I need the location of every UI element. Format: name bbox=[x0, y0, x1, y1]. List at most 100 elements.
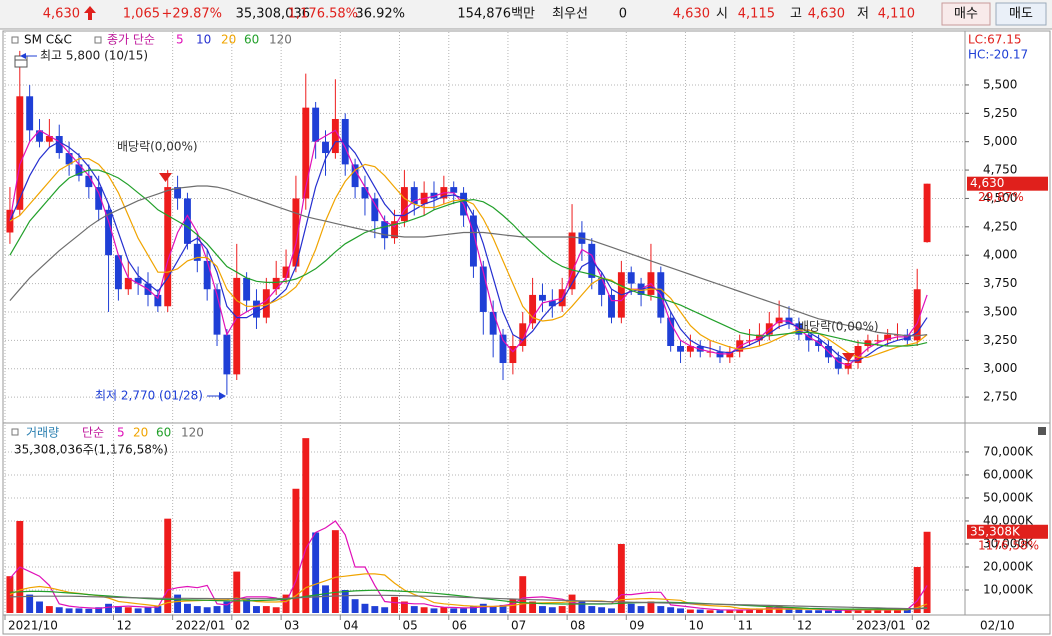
candle-body bbox=[716, 351, 724, 358]
volume-bar bbox=[400, 601, 408, 613]
x-tick-label: 10 bbox=[688, 619, 703, 633]
volume-bar bbox=[391, 596, 398, 613]
volume-bar bbox=[795, 609, 803, 613]
candle-body bbox=[302, 107, 310, 199]
candle-body bbox=[114, 255, 122, 290]
current-value: 4,630 bbox=[970, 176, 1004, 190]
x-tick-label: 2022/01 bbox=[176, 619, 226, 633]
candle-body bbox=[410, 187, 418, 205]
volume-bar bbox=[637, 606, 645, 613]
candle-body bbox=[26, 96, 34, 131]
volume-bar bbox=[450, 608, 458, 613]
volume-legend-name: 거래량 bbox=[26, 426, 59, 440]
candle-body bbox=[509, 345, 517, 364]
price-legend-name: SM C&C bbox=[24, 33, 72, 47]
candle-body bbox=[282, 266, 290, 278]
low-label: 저 bbox=[857, 7, 869, 22]
volume-bar bbox=[361, 603, 369, 613]
candle-body bbox=[923, 183, 931, 243]
volume-bar bbox=[193, 606, 201, 613]
volume-bar bbox=[75, 608, 83, 613]
candle-body bbox=[292, 198, 300, 267]
dividend-marker bbox=[842, 353, 855, 362]
volume-bar bbox=[312, 532, 320, 613]
candle-body bbox=[400, 187, 408, 222]
volume-bar bbox=[233, 571, 241, 613]
high: 4,630 bbox=[808, 7, 845, 22]
volume-bar bbox=[371, 606, 379, 613]
candle-body bbox=[233, 277, 241, 375]
volume-bar bbox=[243, 599, 251, 613]
volume-bar bbox=[805, 610, 813, 613]
candle-body bbox=[105, 209, 112, 256]
volume-bar bbox=[223, 601, 231, 613]
candle-body bbox=[469, 215, 477, 267]
candle-body bbox=[243, 277, 251, 301]
volume-bar bbox=[578, 601, 586, 613]
volume-rate: 1,176.58% bbox=[288, 7, 358, 22]
panel-close[interactable] bbox=[1038, 427, 1046, 435]
buy-label[interactable]: 매수 bbox=[954, 7, 978, 22]
price-ma-label: 종가 단순 bbox=[107, 33, 155, 47]
volume-bar bbox=[331, 530, 339, 613]
low: 4,110 bbox=[878, 7, 915, 22]
ma-line bbox=[9, 141, 928, 362]
volume-bar bbox=[262, 606, 270, 613]
volume-bar bbox=[598, 607, 606, 613]
volume-bar bbox=[696, 609, 704, 613]
candle-body bbox=[124, 277, 132, 290]
volume-bar bbox=[154, 606, 162, 613]
volume-bar bbox=[95, 607, 103, 613]
volume-bar bbox=[677, 608, 684, 613]
high-arrow-head bbox=[20, 53, 26, 59]
x-tick-label: 02 bbox=[235, 619, 250, 633]
candle-body bbox=[36, 130, 43, 142]
candle-body bbox=[489, 311, 497, 335]
candle-body bbox=[213, 289, 221, 335]
candle-body bbox=[193, 243, 201, 261]
change: 1,065 bbox=[123, 7, 160, 22]
volume-bar bbox=[913, 566, 921, 613]
volume-bar bbox=[55, 607, 63, 613]
candle-body bbox=[450, 187, 458, 193]
volume-bar bbox=[410, 606, 418, 613]
candle-body bbox=[499, 334, 507, 364]
sell-label[interactable]: 매도 bbox=[1009, 7, 1033, 22]
change-rate: +29.87% bbox=[162, 7, 222, 22]
volume-bar bbox=[124, 607, 132, 613]
legend-entry: 20 bbox=[133, 426, 148, 440]
hc-label: HC:-20.17 bbox=[968, 48, 1028, 62]
legend-box bbox=[11, 36, 19, 44]
ma-line bbox=[9, 158, 928, 358]
x-tick-label: 12 bbox=[797, 619, 812, 633]
sell-button[interactable] bbox=[995, 2, 1047, 26]
dividend-marker bbox=[159, 173, 172, 182]
candle-body bbox=[381, 221, 389, 239]
volume-bar bbox=[203, 607, 211, 613]
volume: 35,308,036 bbox=[236, 7, 310, 22]
y-tick-label: 4,250 bbox=[983, 219, 1017, 233]
x-tick-label: 08 bbox=[570, 619, 585, 633]
y-tick-label: 40,000K bbox=[983, 513, 1034, 527]
quote-bar bbox=[0, 0, 1052, 29]
volume-bar bbox=[785, 608, 793, 613]
candle-body bbox=[529, 294, 537, 324]
x-tick-label: 07 bbox=[511, 619, 526, 633]
open-label: 시 bbox=[716, 7, 728, 22]
candle-body bbox=[479, 266, 487, 312]
candle-body bbox=[154, 294, 162, 307]
volume-bar bbox=[834, 610, 842, 613]
annotation: 최저 2,770 (01/28) bbox=[95, 389, 203, 403]
ma-line bbox=[9, 169, 928, 347]
candle-body bbox=[677, 345, 684, 352]
legend-entry: 5 bbox=[176, 33, 184, 47]
volume-bar bbox=[164, 518, 172, 613]
buy-button[interactable] bbox=[941, 2, 991, 26]
volume-bar bbox=[815, 610, 823, 613]
y-tick-label: 5,000 bbox=[983, 134, 1017, 148]
volume-bar bbox=[183, 603, 191, 613]
volume-bar bbox=[105, 603, 112, 613]
candle-body bbox=[95, 187, 103, 210]
y-tick-label: 10,000K bbox=[983, 582, 1034, 596]
volume-bar bbox=[322, 585, 329, 613]
